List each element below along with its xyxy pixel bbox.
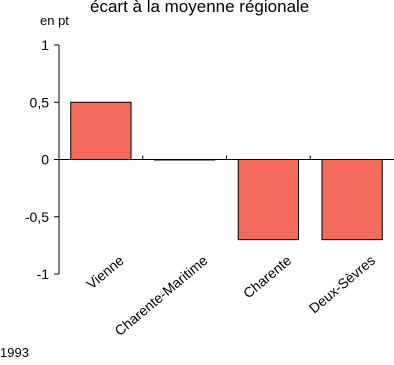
x-category-label: Vienne: [83, 252, 127, 292]
x-category-label: Deux-Sèvres: [306, 252, 378, 316]
footer-year: 1993: [0, 345, 29, 360]
x-category-label: Charente: [240, 252, 295, 301]
y-tick-label: -0,5: [25, 209, 49, 225]
y-tick-label: 1: [41, 37, 49, 53]
bar: [237, 159, 300, 241]
bars-group: [70, 101, 383, 241]
bar: [70, 101, 132, 160]
chart-title: écart à la moyenne régionale: [90, 0, 309, 16]
bar: [321, 159, 383, 241]
y-tick-label: 0: [41, 152, 49, 168]
x-category-label: Charente-Maritime: [111, 252, 210, 339]
y-tick-label: -1: [37, 266, 50, 282]
y-axis-unit-label: en pt: [40, 13, 69, 28]
y-tick-label: 0,5: [30, 94, 50, 110]
y-axis: 1 0,5 0 -0,5 -1: [25, 37, 60, 282]
